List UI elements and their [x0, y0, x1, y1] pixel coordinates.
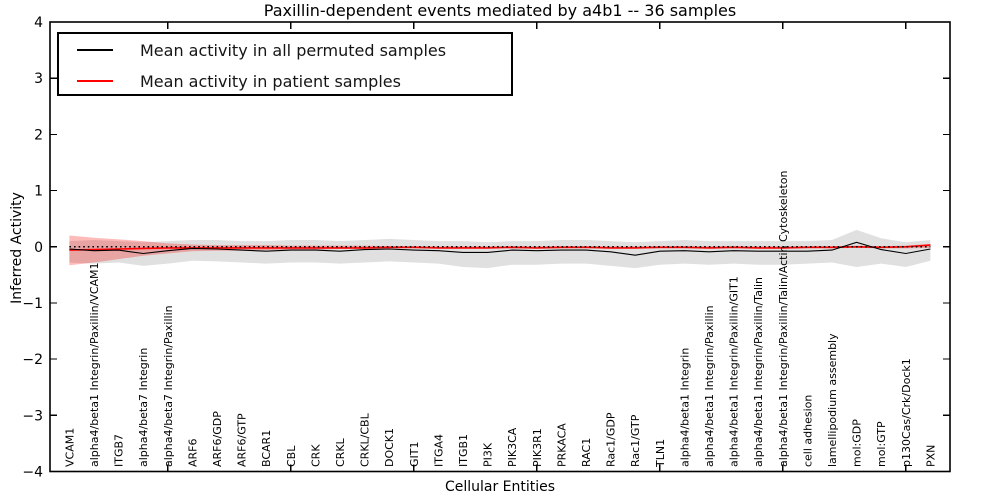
chart-title: Paxillin-dependent events mediated by a4…	[263, 1, 737, 20]
red-line-swatch	[77, 80, 113, 82]
x-tick-label: DOCK1	[383, 428, 396, 467]
x-tick-label: ITGB7	[113, 434, 126, 467]
x-tick-label: ARF6	[186, 439, 199, 468]
x-tick-label: alpha4/beta1 Integrin/Paxillin	[703, 305, 716, 467]
x-tick-label: RAC1	[580, 438, 593, 467]
x-tick-label: cell adhesion	[801, 395, 814, 467]
y-tick-label: 0	[34, 240, 43, 256]
x-tick-labels: VCAM1 alpha4/beta1 Integrin/Paxillin/VCAM…	[63, 170, 937, 468]
x-tick-label: PIK3R1	[531, 428, 544, 467]
legend-label: Mean activity in patient samples	[140, 71, 401, 91]
x-tick-label: p130Cas/Crk/Dock1	[900, 358, 913, 467]
x-tick-label: Rac1/GDP	[605, 412, 618, 467]
y-tick-label: 1	[34, 184, 43, 200]
x-tick-label: CRKL/CBL	[359, 412, 372, 467]
x-tick-label: ITGB1	[457, 434, 470, 467]
x-tick-label: alpha4/beta1 Integrin	[678, 348, 691, 467]
legend-label: Mean activity in all permuted samples	[140, 40, 447, 60]
y-tick-label: −1	[22, 296, 43, 312]
x-tick-label: ARF6/GTP	[236, 413, 249, 467]
legend-box: Mean activity in all permuted samples Me…	[57, 32, 513, 96]
x-axis-title: Cellular Entities	[444, 479, 556, 495]
x-tick-label: alpha4/beta1 Integrin/Paxillin/VCAM1	[88, 262, 101, 467]
x-tick-label: PXN	[924, 445, 937, 467]
y-tick-label: 3	[34, 71, 43, 87]
permuted-confidence-band	[69, 229, 931, 269]
x-tick-label: mol:GTP	[875, 421, 888, 467]
black-line-swatch	[77, 49, 113, 51]
patient-mean-line	[69, 244, 931, 251]
y-tick-label: −2	[22, 352, 43, 368]
y-axis-title: Inferred Activity	[9, 192, 25, 304]
x-tick-label: ARF6/GDP	[211, 411, 224, 467]
x-tick-label: VCAM1	[63, 428, 76, 467]
series-lines	[69, 241, 931, 256]
x-tick-label: alpha4/beta7 Integrin/Paxillin	[162, 305, 175, 467]
x-tick-label: CRK	[309, 444, 322, 467]
x-tick-label: lamellipodium assembly	[826, 333, 839, 467]
x-tick-label: mol:GDP	[851, 419, 864, 467]
x-tick-label: TLN1	[654, 439, 667, 468]
x-tick-label: alpha4/beta1 Integrin/Paxillin/Talin/Act…	[777, 170, 790, 467]
x-tick-label: ITGA4	[432, 434, 445, 467]
x-tick-label: PI3K	[482, 442, 495, 467]
legend-entry-permuted: Mean activity in all permuted samples	[59, 35, 511, 65]
x-tick-label: CBL	[285, 445, 298, 467]
x-tick-label: Rac1/GTP	[629, 414, 642, 467]
permuted-mean-line	[69, 241, 931, 256]
x-tick-label: alpha4/beta1 Integrin/Paxillin/Talin	[752, 277, 765, 467]
x-tick-label: alpha4/beta1 Integrin/Paxillin/GIT1	[728, 276, 741, 467]
x-tick-label: BCAR1	[260, 430, 273, 467]
y-tick-label: 4	[34, 15, 43, 31]
y-tick-label: −4	[22, 465, 43, 481]
y-tick-label: −3	[22, 408, 43, 424]
x-tick-label: CRKL	[334, 437, 347, 467]
x-tick-label: PRKACA	[555, 423, 568, 467]
legend-entry-patient: Mean activity in patient samples	[59, 66, 511, 96]
axis-ticks	[50, 21, 950, 473]
x-tick-label: PIK3CA	[506, 427, 519, 467]
x-tick-label: GIT1	[408, 442, 421, 468]
x-tick-label: alpha4/beta7 Integrin	[137, 348, 150, 467]
y-tick-label: 2	[34, 127, 43, 143]
y-tick-labels: 4 3 2 1 0 −1 −2 −3 −4	[22, 15, 43, 481]
